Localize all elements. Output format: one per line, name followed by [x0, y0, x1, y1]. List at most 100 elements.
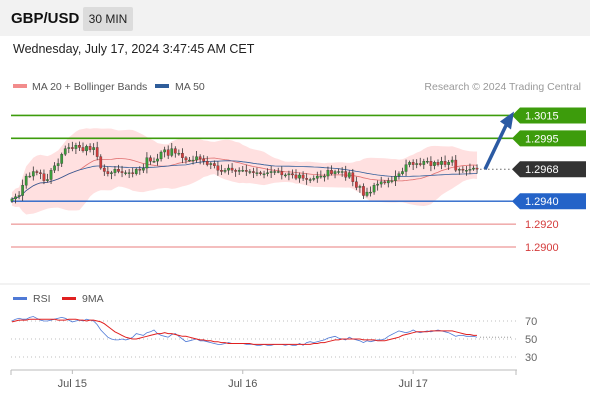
candle-body — [216, 165, 220, 171]
credit-text: Research © 2024 Trading Central — [424, 81, 581, 93]
candle — [323, 173, 326, 182]
candle-body — [24, 175, 28, 186]
candle-body — [60, 154, 64, 164]
candle-body — [124, 172, 127, 174]
candle-body — [291, 173, 294, 176]
timeframe-button[interactable]: 30 MIN — [83, 7, 133, 31]
pivot-label: 1.2940 — [512, 193, 586, 210]
candle-body — [344, 171, 348, 178]
candle-body — [10, 198, 14, 202]
candle-body — [390, 180, 394, 182]
candle-body — [404, 164, 408, 172]
rsi-legend-swatch — [13, 297, 27, 300]
candle — [280, 166, 284, 180]
resistance-label-box — [512, 130, 586, 147]
candle — [291, 169, 294, 179]
candle-body — [134, 169, 138, 174]
candle — [124, 170, 127, 176]
candle — [14, 193, 17, 204]
candle — [81, 142, 85, 153]
candle — [443, 155, 447, 168]
candle-body — [347, 172, 351, 178]
candle — [475, 164, 479, 174]
candle-body — [337, 171, 340, 173]
candle — [358, 184, 362, 193]
candle-body — [188, 159, 191, 162]
candle-body — [220, 170, 223, 172]
candle-body — [145, 157, 149, 169]
candle-body — [468, 169, 472, 171]
candle-body — [127, 172, 131, 174]
candle — [450, 156, 454, 166]
candle — [99, 154, 103, 170]
candle — [344, 165, 348, 181]
candle-body — [429, 161, 433, 166]
support-label-text: 1.2900 — [525, 242, 559, 254]
candle — [35, 169, 39, 176]
candle — [120, 165, 124, 178]
candle — [198, 154, 202, 165]
candle-body — [17, 195, 21, 197]
candle-body — [358, 186, 362, 188]
candle-body — [425, 161, 429, 163]
ma50-legend-label: MA 50 — [175, 81, 205, 93]
candle-body — [301, 174, 305, 179]
time-axis: Jul 15 Jul 16 Jul 17 — [10, 369, 517, 390]
candle-body — [21, 185, 25, 196]
rsi-level-label: 50 — [525, 334, 537, 346]
candle-body — [173, 148, 177, 154]
candle-body — [475, 167, 479, 170]
price-levels — [11, 114, 516, 248]
candle — [379, 176, 383, 188]
candle — [390, 176, 394, 184]
candle-body — [280, 171, 284, 176]
candle — [440, 156, 443, 170]
candle-body — [141, 167, 145, 171]
candle-body — [454, 159, 458, 171]
candle — [159, 150, 163, 162]
candle — [287, 170, 291, 181]
candle — [273, 169, 277, 176]
candle-body — [330, 170, 333, 174]
last-price-label-box — [512, 161, 586, 178]
candle — [315, 171, 319, 183]
candle — [401, 167, 404, 176]
candle-body — [88, 146, 92, 150]
candle-body — [49, 170, 53, 180]
candle-body — [283, 174, 287, 177]
candle — [78, 141, 81, 152]
candle — [418, 157, 422, 167]
candle-body — [195, 156, 198, 161]
candle-body — [198, 156, 202, 160]
last-price-label: 1.2968 — [512, 161, 586, 178]
candle — [252, 167, 255, 179]
candle-body — [181, 153, 184, 158]
candle-body — [450, 159, 454, 163]
candle-body — [379, 181, 383, 185]
candle-body — [56, 163, 60, 166]
candle-body — [156, 158, 159, 162]
candle — [205, 156, 209, 167]
candle-body — [191, 159, 195, 162]
candle — [138, 166, 142, 175]
candle-body — [422, 161, 426, 165]
candle-body — [354, 181, 358, 188]
resistance-label: 1.3015 — [512, 107, 586, 124]
candle — [46, 173, 49, 183]
candle — [60, 152, 64, 168]
time-axis-label: Jul 15 — [58, 378, 87, 390]
candle — [56, 158, 60, 172]
candle — [308, 177, 312, 184]
candle-body — [472, 167, 475, 170]
candle — [63, 145, 67, 157]
candle — [415, 159, 419, 169]
candle-body — [440, 161, 443, 165]
candle — [248, 169, 252, 175]
rsi-ma-legend-label: 9MA — [82, 293, 104, 305]
candle — [386, 177, 390, 188]
rsi-level-label: 70 — [525, 316, 537, 328]
candle — [468, 163, 472, 174]
projection-arrow — [483, 111, 514, 170]
candle — [266, 168, 269, 177]
